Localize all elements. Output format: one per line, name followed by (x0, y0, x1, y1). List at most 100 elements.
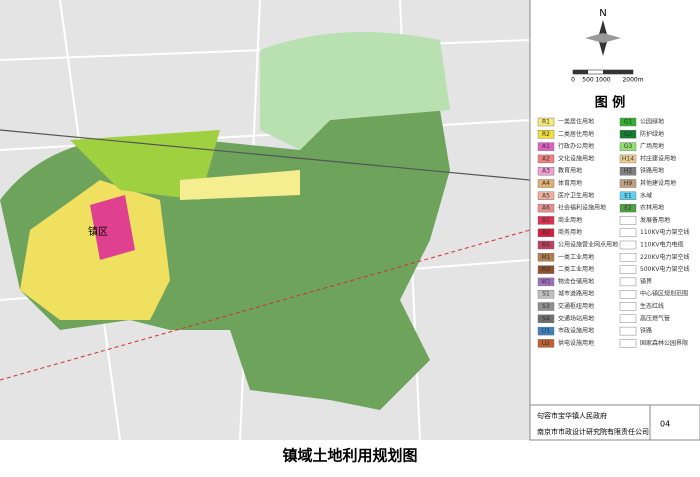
legend-label: 500KV电力架空线 (640, 265, 690, 273)
sheet-title: 镇域土地利用规划图 (282, 447, 417, 465)
footer-page: 04 (660, 420, 670, 429)
legend-code: H9 (624, 180, 633, 187)
legend-label: 其他建设用地 (640, 179, 676, 187)
legend-swatch (537, 265, 555, 274)
legend-label: 商务用地 (558, 228, 582, 236)
legend-label: 高压燃气管 (640, 314, 670, 322)
legend-swatch (619, 142, 637, 151)
legend-swatch (537, 228, 555, 237)
legend-swatch (537, 191, 555, 201)
legend-code: B2 (542, 229, 550, 236)
legend-swatch (619, 130, 637, 139)
legend-label: 公用设施营业网点用地 (558, 241, 618, 249)
legend-label: 公园绿地 (640, 118, 664, 126)
legend-label: 110KV电力架空线 (640, 228, 690, 236)
legend-swatch (619, 314, 637, 323)
legend-swatch (619, 154, 637, 164)
legend-swatch (619, 191, 637, 201)
legend-code: M1 (542, 254, 551, 261)
legend-label: 发展备用地 (640, 216, 670, 224)
legend-label: 行政办公用地 (558, 142, 594, 150)
legend-swatch (537, 179, 555, 188)
railway (0, 129, 531, 181)
scale-label: 0 (571, 77, 575, 84)
legend-swatch (619, 166, 637, 176)
scale-bar (572, 69, 634, 75)
legend-label: 国家森林公园界限 (640, 339, 688, 347)
legend-code: B4 (542, 242, 550, 249)
legend-swatch (537, 277, 555, 287)
legend-swatch (537, 216, 555, 225)
legend-swatch (619, 277, 637, 287)
legend-code: U2 (542, 340, 550, 347)
scale-label: 500 (582, 77, 594, 84)
legend-label: 一类居住用地 (558, 118, 594, 126)
town-area (20, 180, 170, 320)
legend-label: 防护绿地 (640, 130, 664, 138)
legend-label: 110KV电力电缆 (640, 241, 684, 249)
legend-swatch (619, 203, 637, 213)
legend-swatch (619, 302, 637, 311)
legend-code: A4 (542, 180, 550, 187)
legend-swatch (619, 117, 637, 127)
legend-code: S3 (542, 303, 550, 310)
legend-swatch (619, 240, 637, 250)
legend-swatch (537, 253, 555, 262)
scale-label: 1000 (595, 77, 610, 84)
power-line (0, 229, 531, 381)
legend-code: E2 (624, 205, 632, 212)
legend-title: 图 例 (595, 95, 626, 111)
legend-swatch (619, 290, 637, 299)
place-label: 镇区 (88, 225, 108, 238)
compass-ew (585, 33, 621, 43)
legend-code: G1 (624, 119, 633, 126)
legend-label: 二类工业用地 (558, 265, 594, 273)
legend-label: 文化设施用地 (558, 154, 594, 162)
legend-swatch (537, 290, 555, 299)
legend-label: 水域 (640, 191, 652, 199)
legend-code: A3 (542, 168, 550, 175)
legend-label: 社会福利设施用地 (558, 204, 606, 212)
legend-swatch (537, 166, 555, 176)
legend-label: 220KV电力架空线 (640, 253, 690, 261)
legend-swatch (619, 228, 637, 237)
legend-code: R1 (542, 119, 550, 126)
legend-label: 铁路 (640, 327, 652, 335)
legend-code: E1 (624, 192, 632, 199)
north-label: N (599, 8, 606, 19)
legend-code: H14 (622, 155, 634, 162)
legend-swatch (537, 142, 555, 151)
legend-swatch (537, 130, 555, 139)
legend-swatch (537, 154, 555, 164)
legend-label: 物流仓储用地 (558, 277, 594, 285)
legend-code: A6 (542, 205, 550, 212)
legend-code: S1 (542, 291, 550, 298)
legend-swatch (537, 240, 555, 250)
legend-label: 村庄建设用地 (640, 154, 676, 162)
legend-label: 一类工业用地 (558, 253, 594, 261)
legend-label: 生态红线 (640, 302, 664, 310)
legend-swatch (619, 179, 637, 188)
legend-label: 医疗卫生用地 (558, 191, 594, 199)
legend-code: G2 (624, 131, 633, 138)
legend-code: A5 (542, 192, 550, 199)
legend-code: A1 (542, 143, 550, 150)
legend-swatch (537, 326, 555, 336)
legend-swatch (537, 302, 555, 311)
legend-swatch (619, 216, 637, 225)
legend-code: H2 (624, 168, 633, 175)
legend-label: 农林用地 (640, 204, 664, 212)
legend-label: 广场用地 (640, 142, 664, 150)
legend-swatch (619, 326, 637, 336)
legend-swatch (619, 265, 637, 274)
legend-code: R2 (542, 131, 550, 138)
legend-label: 城市道路用地 (558, 290, 594, 298)
footer-client: 句容市宝华镇人民政府 (537, 411, 607, 420)
legend-label: 商业用地 (558, 216, 582, 224)
legend-label: 教育用地 (558, 167, 582, 175)
legend-swatch (537, 314, 555, 323)
town-core (90, 195, 135, 260)
legend-label: 交通枢纽用地 (558, 302, 594, 310)
